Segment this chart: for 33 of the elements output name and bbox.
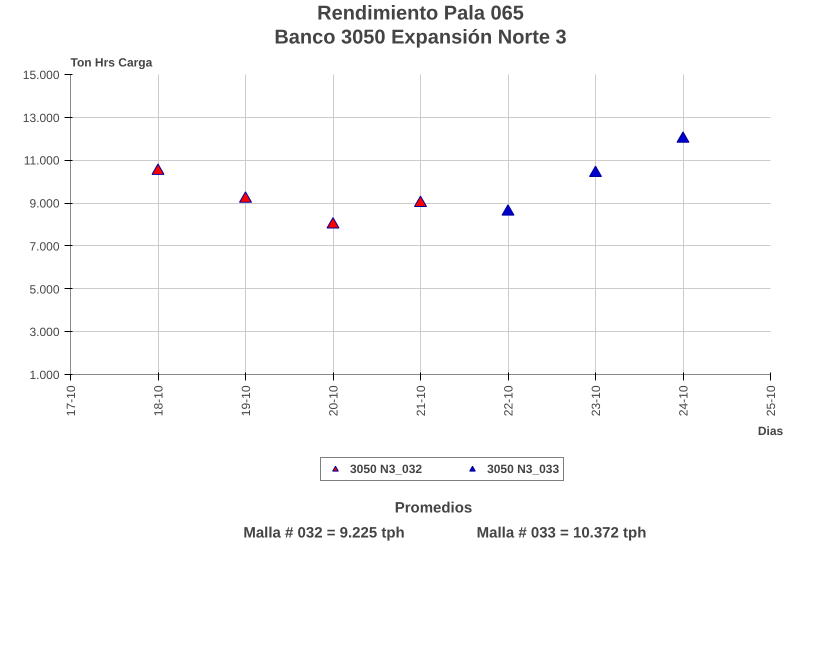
point bbox=[152, 164, 164, 175]
x-tick-label: 17-10 bbox=[64, 385, 78, 416]
x-tick-label: 23-10 bbox=[589, 385, 603, 416]
text: Promedios bbox=[394, 500, 472, 516]
x-tick-label: 25-10 bbox=[764, 385, 778, 416]
point bbox=[502, 204, 514, 216]
y-tick-label: 5.000 bbox=[29, 282, 60, 296]
y-tick-label: 9.000 bbox=[29, 196, 60, 211]
y-tick-label: 13.000 bbox=[22, 110, 60, 125]
point bbox=[589, 166, 602, 178]
x-tick-label: 24-10 bbox=[676, 385, 690, 416]
y-tick-label: 7.000 bbox=[29, 239, 60, 254]
chart-subtitle: Banco 3050 Expansión Norte 3 bbox=[274, 26, 567, 48]
y-tick-label: 11.000 bbox=[24, 154, 60, 168]
x-tick-label: 18-10 bbox=[152, 385, 166, 416]
legend-label: 3050 N3_033 bbox=[487, 462, 560, 476]
y-tick-label: 3.000 bbox=[29, 325, 60, 340]
text: Malla # 032 = 9.225 tph bbox=[243, 524, 405, 542]
y-axis-title: Ton Hrs Carga bbox=[70, 56, 153, 70]
point bbox=[326, 217, 340, 228]
x-tick-label: 22-10 bbox=[502, 385, 516, 416]
y-tick-label: 1.000 bbox=[29, 368, 60, 382]
chart-title: Rendimiento Pala 065 bbox=[317, 2, 524, 24]
text: Malla # 033 = 10.372 tph bbox=[476, 524, 646, 542]
point bbox=[239, 191, 252, 203]
x-tick-label: 20-10 bbox=[326, 385, 340, 416]
x-axis-title: Dias bbox=[758, 424, 784, 438]
x-tick-label: 21-10 bbox=[414, 385, 428, 416]
x-tick-label: 19-10 bbox=[239, 385, 253, 416]
y-tick-label: 15.000 bbox=[22, 68, 60, 82]
legend-label: 3050 N3_032 bbox=[350, 462, 422, 476]
point bbox=[676, 131, 690, 143]
point bbox=[414, 196, 427, 208]
